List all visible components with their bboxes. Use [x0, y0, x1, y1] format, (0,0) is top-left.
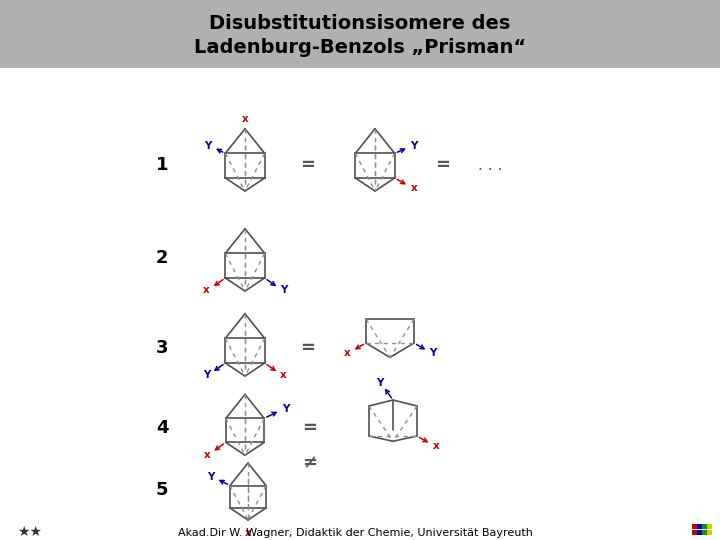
Text: ★★: ★★	[17, 525, 42, 539]
Text: x: x	[242, 114, 248, 124]
Text: =: =	[300, 156, 315, 174]
Text: Y: Y	[376, 378, 383, 388]
Text: 4: 4	[156, 419, 168, 437]
Text: ≠: ≠	[302, 454, 318, 472]
Text: 3: 3	[156, 339, 168, 357]
Text: =: =	[302, 419, 318, 437]
Text: . . .: . . .	[478, 158, 502, 172]
Text: 1: 1	[156, 156, 168, 174]
Text: Akad.Dir W. Wagner, Didaktik der Chemie, Universität Bayreuth: Akad.Dir W. Wagner, Didaktik der Chemie,…	[178, 528, 532, 538]
Text: Disubstitutionsisomere des: Disubstitutionsisomere des	[210, 14, 510, 33]
Bar	[697, 530, 702, 535]
Bar	[692, 524, 697, 529]
Bar	[702, 530, 707, 535]
Bar	[702, 524, 707, 529]
Text: x: x	[343, 348, 350, 358]
Text: x: x	[204, 450, 210, 460]
Text: x: x	[280, 370, 287, 380]
Text: 2: 2	[156, 249, 168, 267]
Text: x: x	[245, 528, 251, 538]
Bar	[692, 530, 697, 535]
Text: Ladenburg-Benzols „Prisman“: Ladenburg-Benzols „Prisman“	[194, 38, 526, 57]
Text: 5: 5	[156, 481, 168, 499]
Text: Y: Y	[280, 285, 287, 295]
Text: Y: Y	[430, 348, 437, 358]
Text: Y: Y	[207, 472, 215, 482]
Text: x: x	[203, 285, 210, 295]
Bar	[707, 524, 712, 529]
Text: Y: Y	[204, 140, 212, 151]
Text: Y: Y	[282, 403, 289, 414]
Text: Y: Y	[203, 370, 210, 380]
Text: x: x	[433, 441, 440, 451]
Bar	[697, 524, 702, 529]
Bar	[707, 530, 712, 535]
Polygon shape	[0, 0, 720, 68]
Text: Y: Y	[410, 141, 418, 151]
Text: =: =	[436, 156, 451, 174]
Text: =: =	[300, 339, 315, 357]
Text: x: x	[410, 183, 418, 193]
